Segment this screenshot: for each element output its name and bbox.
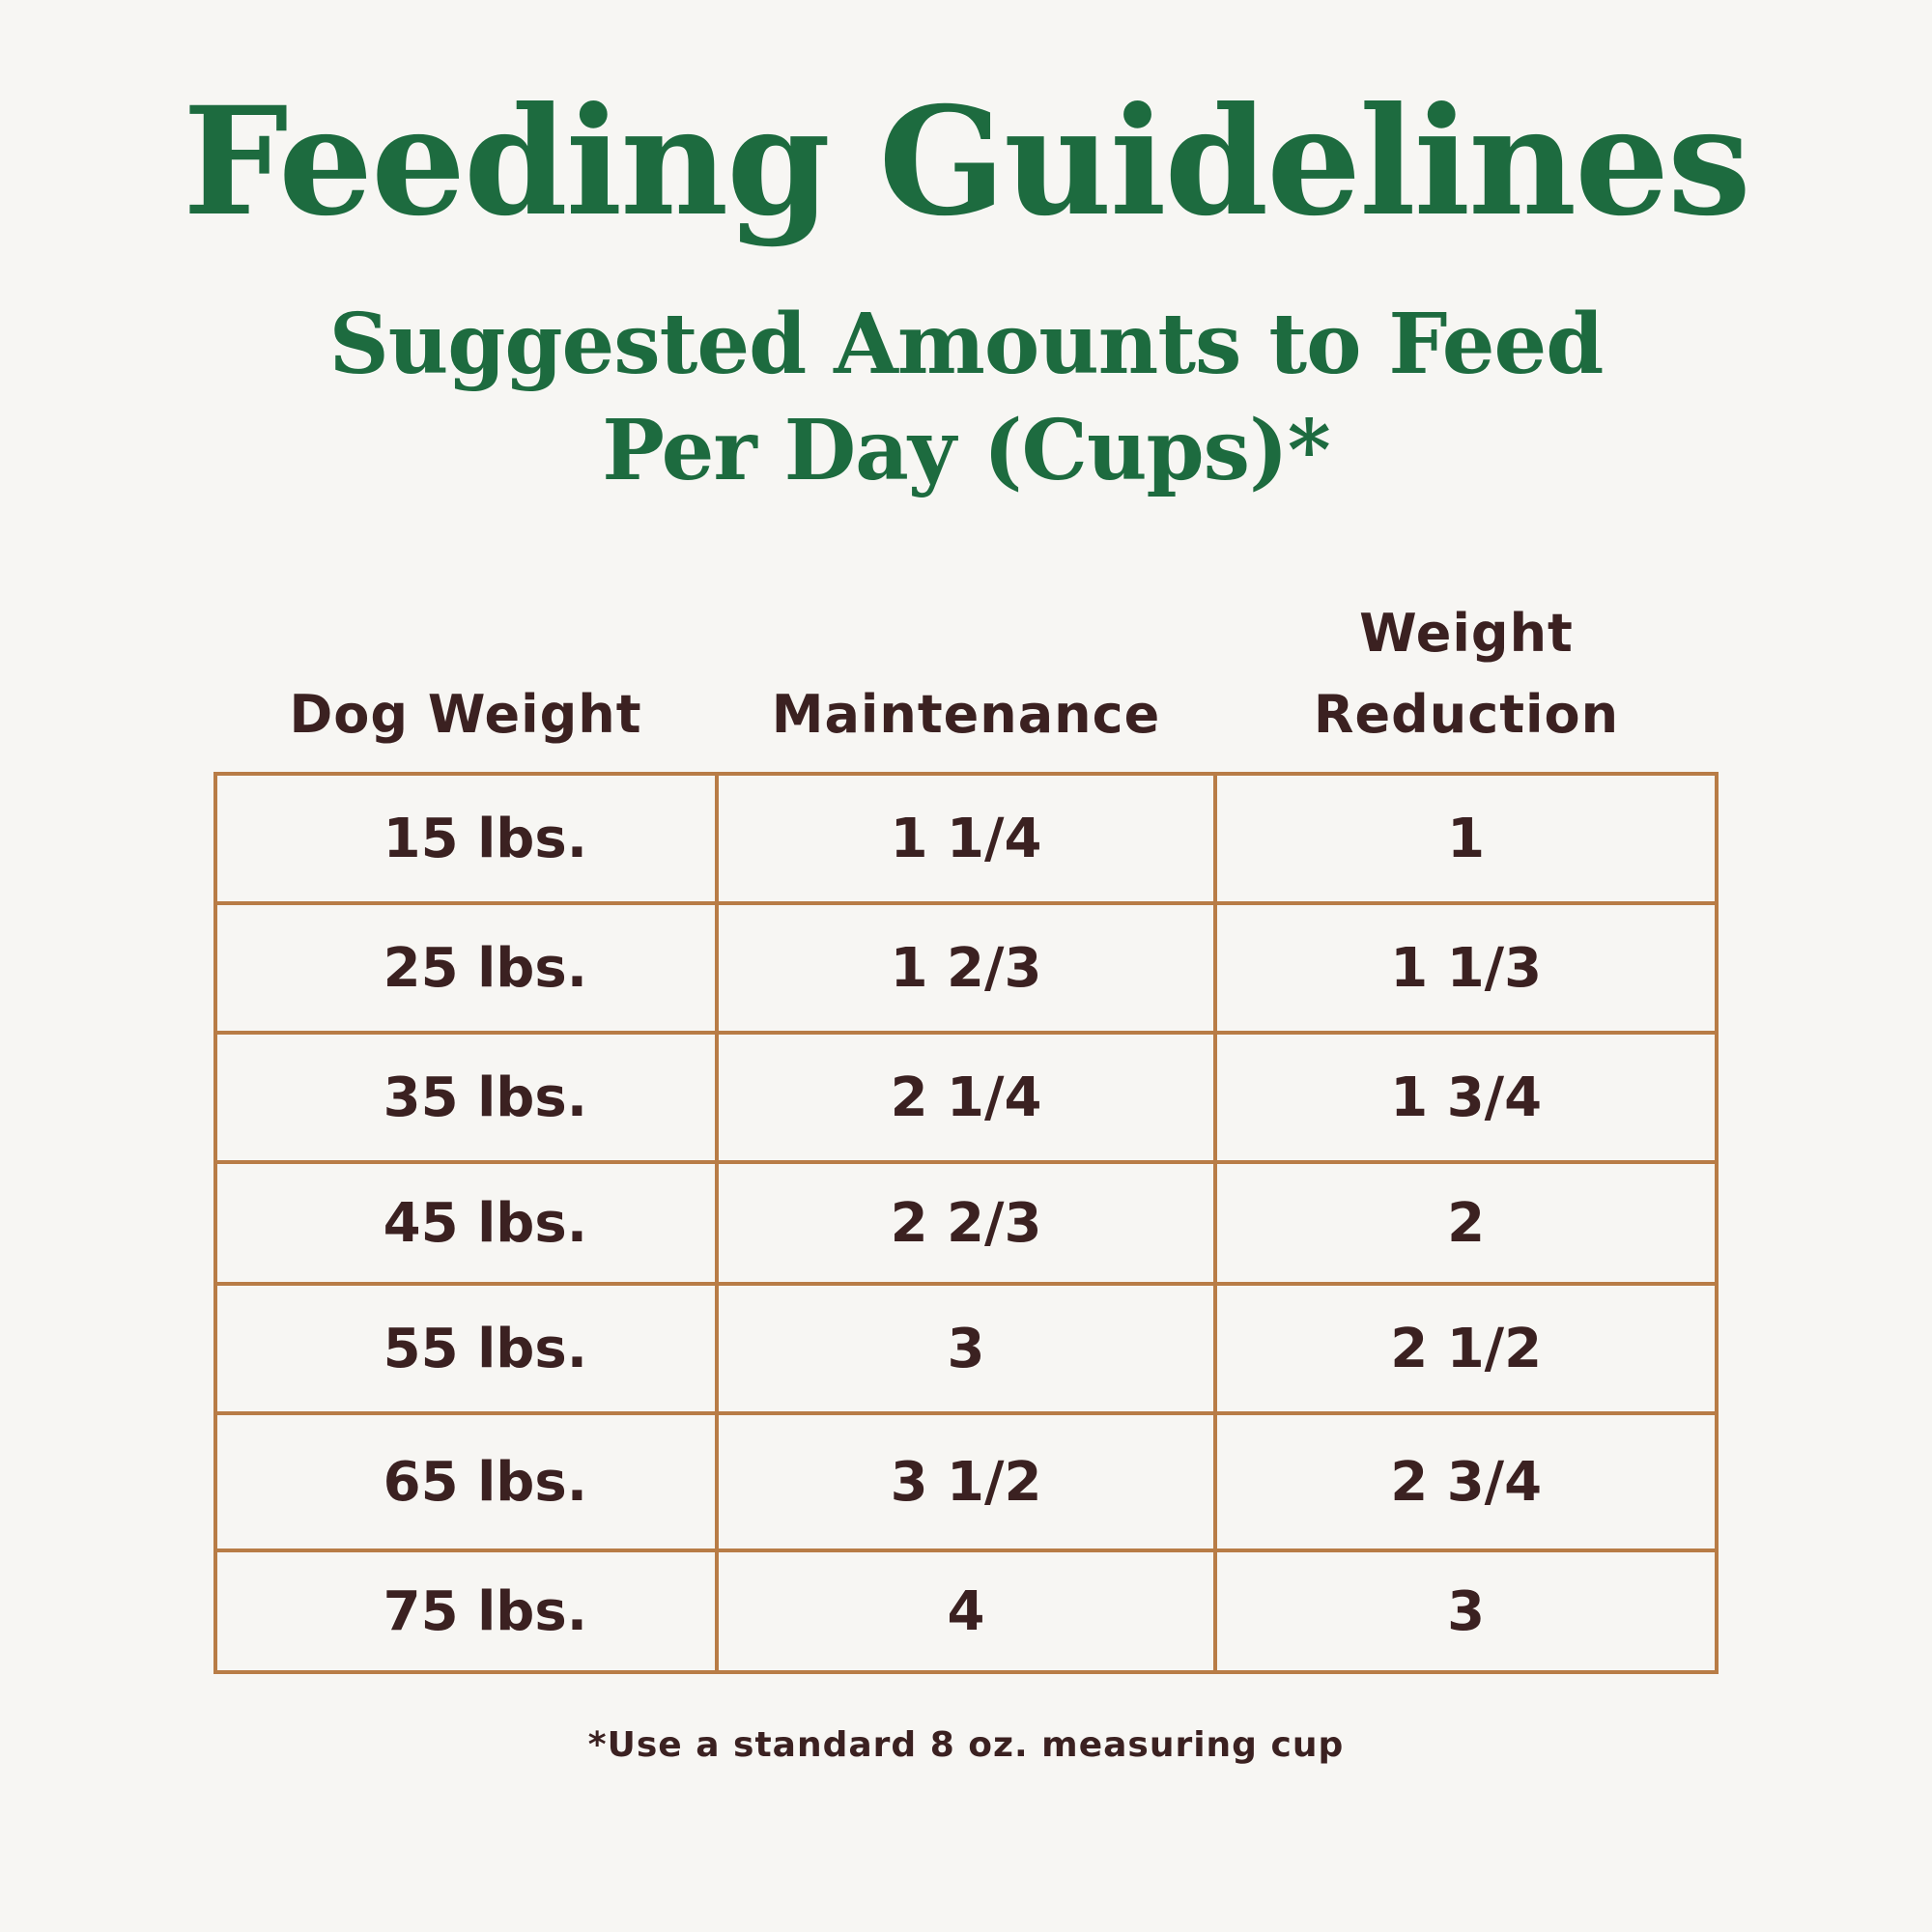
cell-dog-weight: 45 lbs. — [213, 1160, 719, 1286]
cell-dog-weight: 75 lbs. — [213, 1548, 719, 1674]
cell-dog-weight-text: 35 lbs. — [383, 1065, 587, 1129]
column-header-weight-reduction-line-2: Reduction — [1313, 684, 1620, 745]
cell-weight-reduction: 2 — [1213, 1160, 1719, 1286]
cell-maintenance: 3 — [714, 1282, 1218, 1415]
cell-maintenance: 4 — [714, 1548, 1218, 1674]
column-header-maintenance: Maintenance — [717, 674, 1215, 755]
cell-dog-weight: 15 lbs. — [213, 772, 719, 905]
cell-maintenance: 1 1/4 — [714, 772, 1218, 905]
cell-dog-weight: 55 lbs. — [213, 1282, 719, 1415]
table-row: 15 lbs. 1 1/4 1 — [213, 772, 1719, 905]
cell-maintenance: 2 1/4 — [714, 1031, 1218, 1164]
page-title: Feeding Guidelines — [183, 74, 1751, 249]
cell-dog-weight-text: 55 lbs. — [383, 1317, 587, 1380]
table-row: 45 lbs. 2 2/3 2 — [213, 1160, 1719, 1286]
column-header-weight-reduction: Weight Reduction — [1215, 593, 1718, 755]
page-subtitle: Suggested Amounts to Feed Per Day (Cups)… — [0, 292, 1932, 504]
table-row: 25 lbs. 1 2/3 1 1/3 — [213, 901, 1719, 1035]
cell-maintenance: 3 1/2 — [714, 1411, 1218, 1552]
cell-weight-reduction: 2 3/4 — [1213, 1411, 1719, 1552]
footnote: *Use a standard 8 oz. measuring cup — [587, 1725, 1345, 1765]
cell-weight-reduction: 3 — [1213, 1548, 1719, 1674]
cell-weight-reduction: 2 1/2 — [1213, 1282, 1719, 1415]
cell-weight-reduction: 1 1/3 — [1213, 901, 1719, 1035]
cell-dog-weight-text: 25 lbs. — [383, 936, 587, 1000]
table-row: 35 lbs. 2 1/4 1 3/4 — [213, 1031, 1719, 1164]
cell-dog-weight: 65 lbs. — [213, 1411, 719, 1552]
column-header-weight-reduction-line-1: Weight — [1359, 603, 1574, 664]
column-header-dog-weight: Dog Weight — [214, 674, 717, 755]
cell-dog-weight-text: 75 lbs. — [383, 1579, 587, 1643]
table-row: 65 lbs. 3 1/2 2 3/4 — [213, 1411, 1719, 1552]
cell-dog-weight: 35 lbs. — [213, 1031, 719, 1164]
cell-dog-weight-text: 45 lbs. — [383, 1191, 587, 1255]
column-header-dog-weight-label: Dog Weight — [289, 684, 642, 745]
subtitle-line-1: Suggested Amounts to Feed — [328, 296, 1605, 393]
cell-maintenance: 1 2/3 — [714, 901, 1218, 1035]
table-row: 75 lbs. 4 3 — [213, 1548, 1719, 1674]
table-row: 55 lbs. 3 2 1/2 — [213, 1282, 1719, 1415]
feeding-table: 15 lbs. 1 1/4 1 25 lbs. 1 2/3 1 1/3 35 l… — [213, 772, 1719, 1674]
subtitle-line-2: Per Day (Cups)* — [602, 402, 1330, 499]
column-header-maintenance-label: Maintenance — [771, 684, 1161, 745]
cell-weight-reduction: 1 — [1213, 772, 1719, 905]
cell-dog-weight: 25 lbs. — [213, 901, 719, 1035]
cell-dog-weight-text: 15 lbs. — [383, 807, 587, 870]
cell-dog-weight-text: 65 lbs. — [383, 1450, 587, 1514]
cell-maintenance: 2 2/3 — [714, 1160, 1218, 1286]
cell-weight-reduction: 1 3/4 — [1213, 1031, 1719, 1164]
